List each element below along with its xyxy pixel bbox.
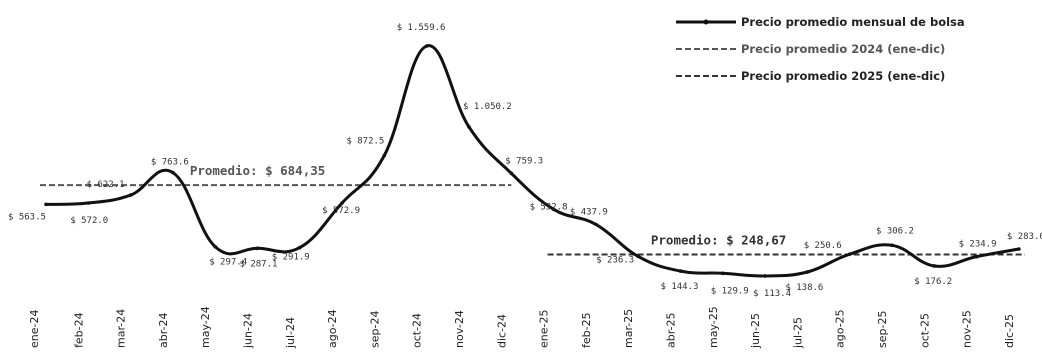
x-tick-sep-25: sep-25 — [876, 311, 889, 348]
data-label-may-25: $ 129.9 — [711, 286, 749, 296]
data-label-jun-24: $ 287.1 — [240, 259, 278, 269]
data-point-sep-24 — [382, 153, 387, 158]
x-tick-dic-24: dic-24 — [495, 314, 508, 348]
x-tick-jun-24: jun-24 — [242, 313, 255, 349]
avg-label-2: Promedio: $ 248,67 — [651, 232, 786, 247]
data-label-jun-25: $ 113.4 — [753, 289, 791, 299]
data-point-mar-24 — [128, 193, 133, 197]
data-point-dic-25 — [1017, 247, 1021, 251]
x-tick-dic-25: dic-25 — [1003, 314, 1016, 348]
data-label-ene-24: $ 563.5 — [8, 212, 46, 222]
data-point-sep-25 — [890, 243, 894, 248]
x-tick-sep-24: sep-24 — [368, 311, 381, 348]
data-point-ago-24 — [340, 201, 344, 205]
data-point-feb-25 — [594, 222, 598, 227]
data-point-may-24 — [213, 244, 217, 249]
legend-swatch-marker — [703, 19, 709, 25]
data-label-dic-25: $ 283.0 — [1007, 232, 1042, 242]
x-tick-feb-24: feb-24 — [72, 312, 85, 348]
data-point-jun-25 — [763, 274, 767, 278]
data-label-abr-24: $ 763.6 — [151, 158, 189, 168]
x-tick-ene-24: ene-24 — [28, 310, 41, 348]
x-tick-ene-25: ene-25 — [538, 310, 551, 348]
x-tick-may-24: may-24 — [199, 306, 212, 348]
x-axis-ticks: ene-24 feb-24 mar-24 abr-24 may-24 jun-24 jul-… — [28, 306, 1016, 349]
data-label-oct-25: $ 176.2 — [914, 277, 952, 287]
data-label-jul-24: $ 291.9 — [272, 253, 310, 263]
legend-label-3: Precio promedio 2025 (ene-dic) — [741, 69, 945, 83]
data-label-group: $ 563.5 $ 572.0 $ 622.1 $ 763.6 $ 297.4$ 287… — [8, 23, 1042, 299]
average-reference-lines: Promedio: $ 684,35 Promedio: $ 248,67 — [40, 163, 1025, 256]
data-label-ago-24: $ 572.9 — [322, 206, 360, 216]
x-tick-abr-25: abr-25 — [665, 312, 678, 348]
data-point-ene-25 — [551, 207, 556, 212]
data-label-mar-25: $ 236.3 — [596, 255, 634, 265]
data-point-abr-25 — [678, 269, 683, 273]
data-label-feb-24: $ 572.0 — [70, 216, 108, 226]
data-label-dic-24: $ 759.3 — [505, 156, 543, 166]
x-tick-jun-25: jun-25 — [749, 313, 762, 349]
legend-label-1: Precio promedio mensual de bolsa — [741, 15, 965, 29]
data-point-nov-25 — [974, 254, 979, 259]
data-label-nov-24: $ 1.050.2 — [463, 102, 512, 112]
x-tick-oct-24: oct-24 — [411, 313, 424, 348]
data-point-mar-25 — [636, 254, 640, 259]
x-tick-mar-25: mar-25 — [622, 309, 635, 348]
data-label-may-24: $ 297.4 — [209, 258, 247, 268]
x-tick-feb-25: feb-25 — [580, 312, 593, 348]
x-tick-jul-25: jul-25 — [791, 317, 804, 349]
data-label-abr-25: $ 144.3 — [661, 282, 699, 292]
data-point-ene-24 — [44, 202, 48, 207]
data-point-abr-24 — [171, 170, 175, 175]
x-tick-ago-25: ago-25 — [834, 309, 847, 348]
data-point-oct-25 — [932, 264, 937, 268]
data-label-ene-25: $ 532.8 — [530, 202, 568, 212]
data-point-dic-24 — [509, 171, 514, 176]
data-point-jul-25 — [805, 270, 810, 274]
legend-label-2: Precio promedio 2024 (ene-dic) — [741, 42, 945, 56]
x-tick-nov-24: nov-24 — [453, 310, 466, 348]
data-label-feb-25: $ 437.9 — [570, 207, 608, 217]
data-point-ago-25 — [847, 252, 852, 256]
x-tick-jul-24: jul-24 — [284, 317, 297, 349]
data-label-sep-25: $ 306.2 — [876, 226, 914, 236]
x-tick-nov-25: nov-25 — [961, 310, 974, 348]
data-point-feb-24 — [86, 201, 91, 205]
data-point-may-25 — [721, 271, 725, 276]
data-label-jul-25: $ 138.6 — [785, 283, 823, 293]
x-tick-ago-24: ago-24 — [326, 309, 339, 348]
data-point-nov-24 — [467, 125, 471, 129]
data-label-nov-25: $ 234.9 — [959, 240, 997, 250]
series-line-group — [44, 44, 1021, 278]
avg-label-1: Promedio: $ 684,35 — [190, 163, 325, 178]
data-label-ago-25: $ 250.6 — [804, 241, 842, 251]
x-tick-may-25: may-25 — [707, 306, 720, 348]
data-label-sep-24: $ 872.5 — [346, 136, 384, 146]
data-point-jun-24 — [255, 246, 260, 251]
x-tick-oct-25: oct-25 — [918, 313, 931, 348]
data-label-mar-24: $ 622.1 — [87, 180, 125, 190]
x-tick-abr-24: abr-24 — [157, 312, 170, 348]
data-label-oct-24: $ 1.559.6 — [397, 23, 446, 33]
legend: Precio promedio mensual de bolsa Precio p… — [676, 15, 965, 83]
data-point-oct-24 — [424, 44, 429, 48]
x-tick-mar-24: mar-24 — [115, 309, 128, 348]
data-point-jul-24 — [298, 245, 302, 250]
